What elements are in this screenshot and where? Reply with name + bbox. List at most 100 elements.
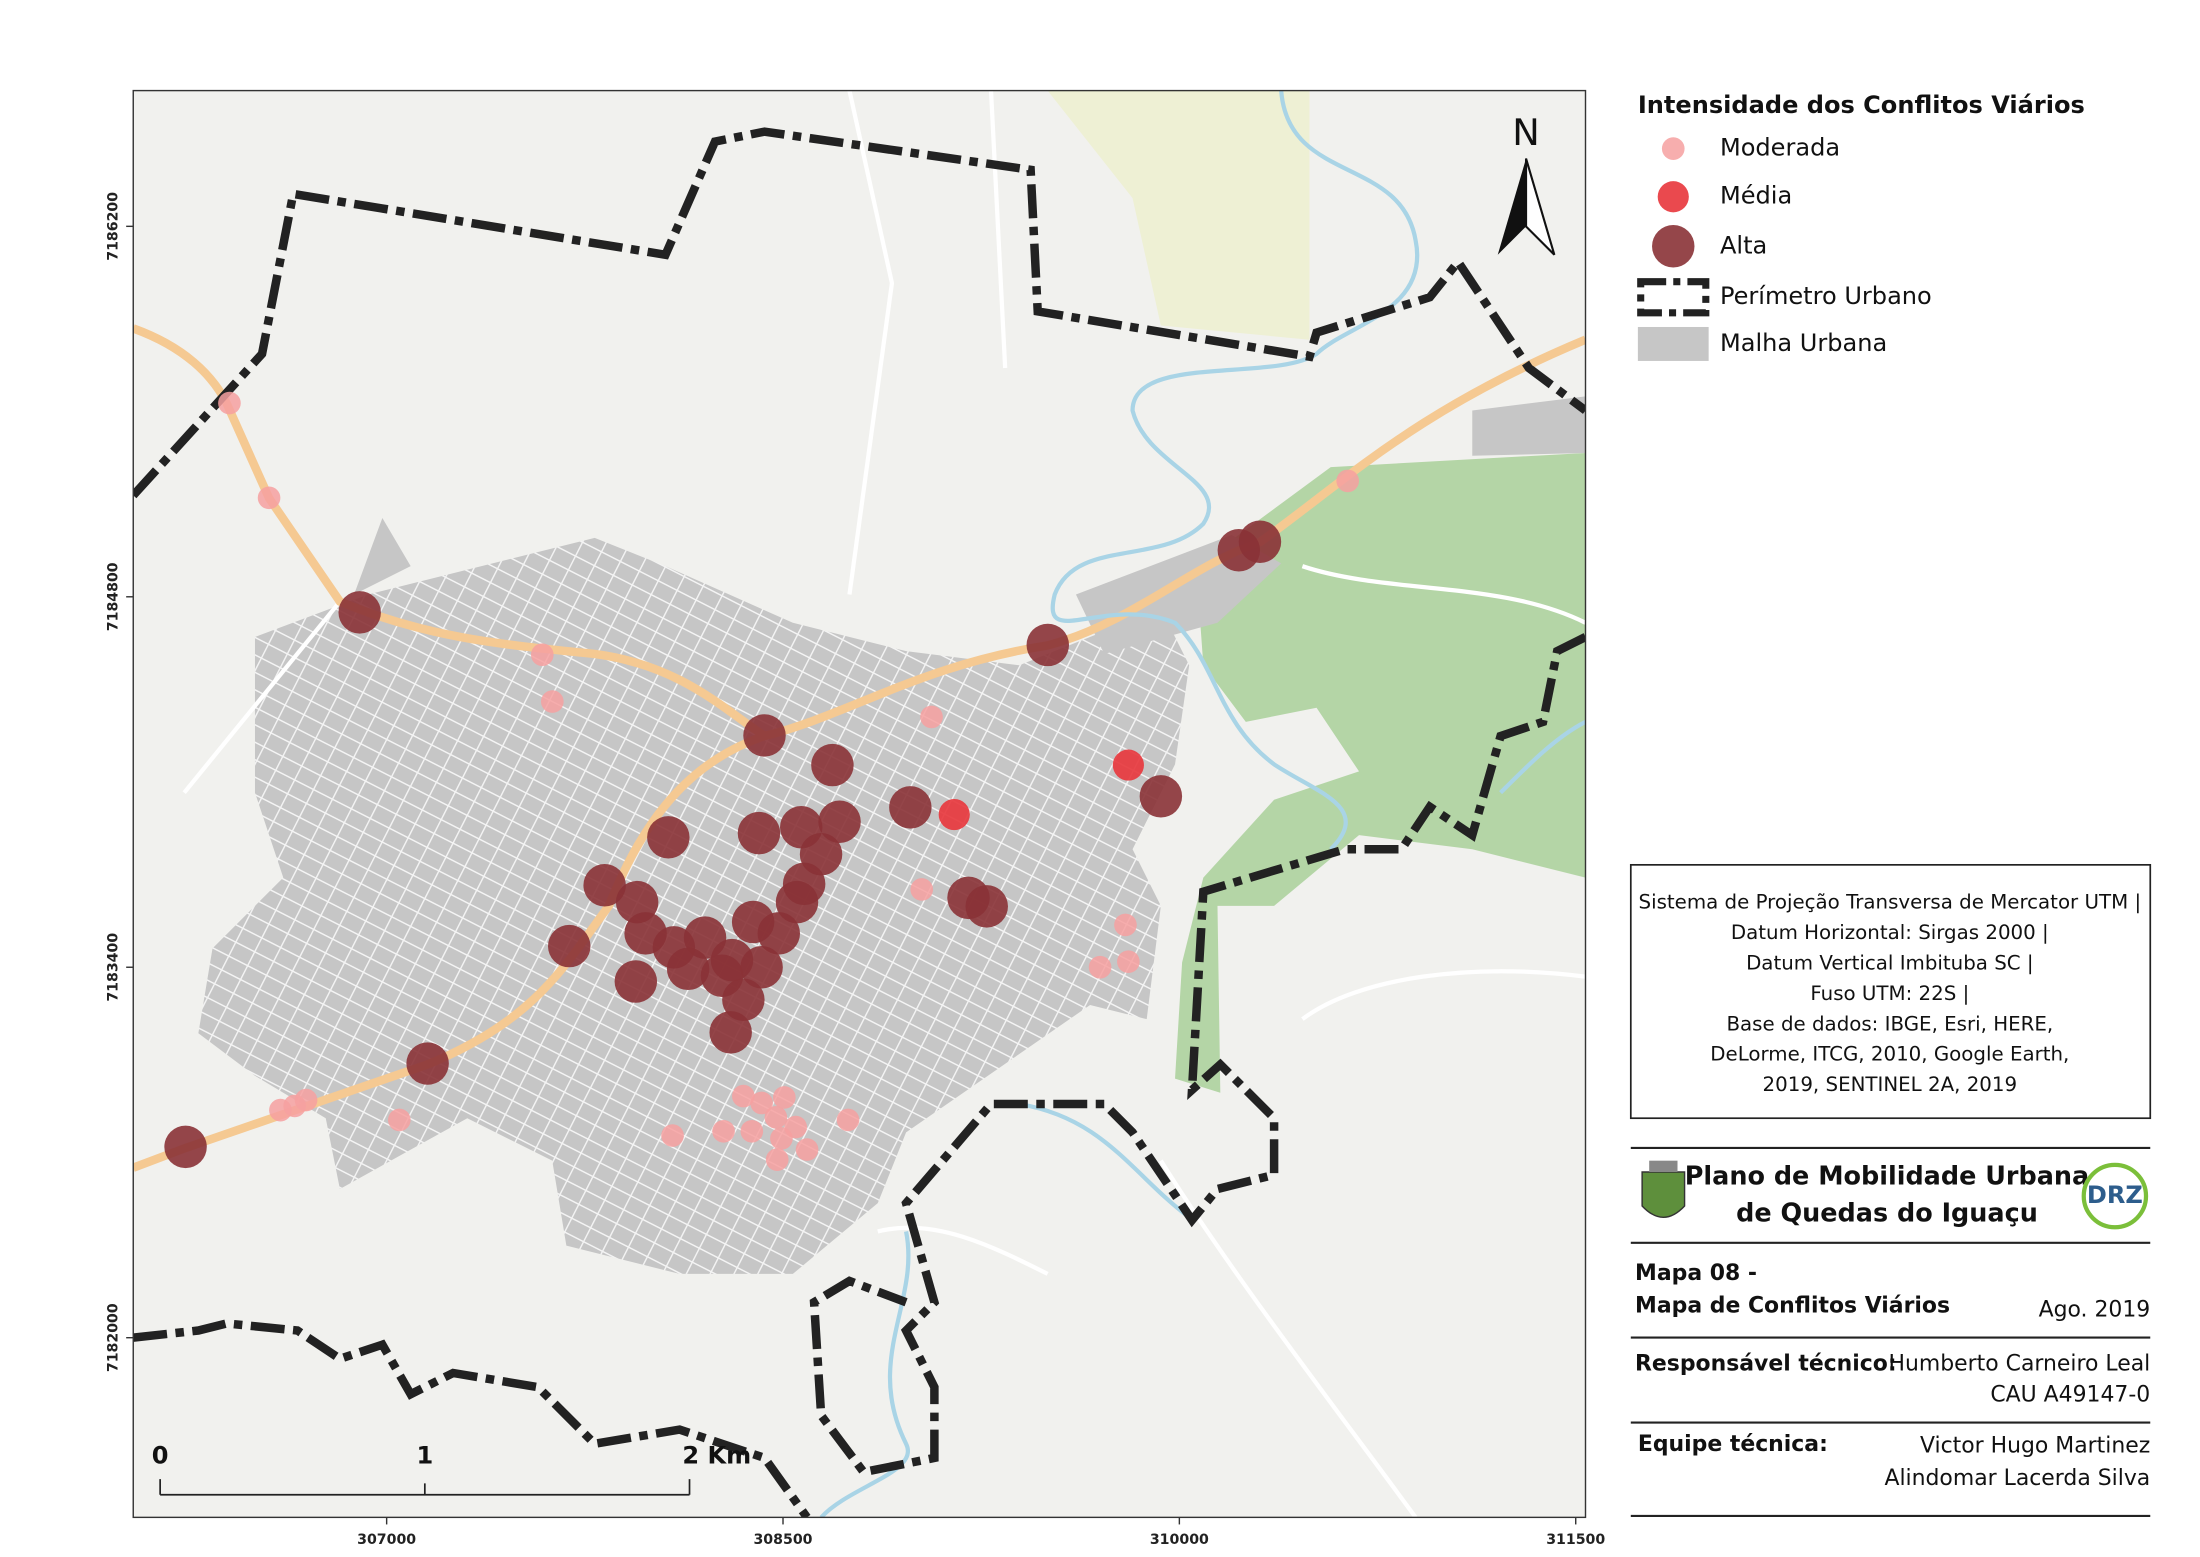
y-tick-label: 7182000 bbox=[105, 1303, 121, 1372]
conflict-point bbox=[666, 947, 710, 991]
municipal-logo bbox=[1641, 1160, 1686, 1218]
x-tick-label: 310000 bbox=[1150, 1532, 1209, 1548]
conflict-point bbox=[388, 1108, 411, 1132]
conflict-point bbox=[737, 811, 781, 855]
x-tick-label: 307000 bbox=[357, 1532, 416, 1548]
conflict-point bbox=[338, 591, 381, 634]
conflict-point bbox=[743, 714, 786, 757]
title: de Quedas do Iguaçu bbox=[1736, 1198, 2038, 1228]
conflict-point bbox=[712, 1119, 735, 1143]
conflict-point bbox=[722, 978, 765, 1022]
conflict-point bbox=[1139, 775, 1183, 818]
conflict-point bbox=[1112, 749, 1144, 781]
projection-line: Sistema de Projeção Transversa de Mercat… bbox=[1639, 891, 2142, 914]
scale-label: 0 bbox=[152, 1442, 169, 1470]
conflict-point bbox=[773, 1086, 796, 1109]
team-member: Victor Hugo Martinez bbox=[1920, 1434, 2150, 1459]
legend-label: Alta bbox=[1720, 231, 1767, 259]
forest bbox=[1175, 452, 1586, 1093]
projection-box bbox=[1629, 863, 2152, 1120]
legend-symbol bbox=[1657, 181, 1689, 213]
field bbox=[1047, 90, 1310, 340]
logo-shield bbox=[1641, 1171, 1686, 1218]
map-name: Mapa de Conflitos Viários bbox=[1635, 1293, 1950, 1318]
conflict-point bbox=[811, 743, 854, 787]
north-arrow bbox=[1497, 158, 1527, 255]
conflict-point bbox=[709, 1011, 752, 1054]
conflict-point bbox=[836, 1108, 860, 1132]
north-label: N bbox=[1512, 111, 1540, 154]
legend-label: Malha Urbana bbox=[1720, 329, 1887, 357]
y-tick-label: 7186200 bbox=[105, 192, 121, 261]
projection-line: Datum Horizontal: Sirgas 2000 | bbox=[1731, 921, 2049, 944]
projection-line: DeLorme, ITCG, 2010, Google Earth, bbox=[1710, 1043, 2069, 1066]
drz-logo-text: DRZ bbox=[2087, 1181, 2143, 1209]
conflict-point bbox=[770, 1127, 793, 1150]
conflict-point bbox=[818, 800, 861, 843]
conflict-point bbox=[750, 1091, 773, 1115]
conflict-point bbox=[218, 391, 241, 415]
conflict-point bbox=[583, 863, 626, 907]
conflict-point bbox=[732, 1084, 755, 1108]
projection-line: Datum Vertical Imbituba SC | bbox=[1746, 951, 2034, 974]
projection-text: Sistema de Projeção Transversa de Mercat… bbox=[1639, 891, 2142, 1097]
projection-line: 2019, SENTINEL 2A, 2019 bbox=[1763, 1073, 2018, 1096]
conflict-point bbox=[965, 885, 1008, 928]
conflict-point bbox=[757, 912, 801, 955]
team-member: Alindomar Lacerda Silva bbox=[1884, 1466, 2150, 1491]
projection-line: Fuso UTM: 22S | bbox=[1810, 982, 1969, 1005]
conflict-point bbox=[661, 1124, 684, 1147]
title: Plano de Mobilidade Urbana bbox=[1685, 1162, 2089, 1192]
conflict-point bbox=[920, 705, 943, 729]
y-tick-label: 7184800 bbox=[105, 562, 121, 631]
responsible-id: CAU A49147-0 bbox=[1990, 1383, 2150, 1408]
map-number: Mapa 08 - bbox=[1635, 1261, 1757, 1286]
logo-crown bbox=[1649, 1160, 1678, 1172]
x-tick-label: 308500 bbox=[753, 1532, 812, 1548]
projection-line: Base de dados: IBGE, Esri, HERE, bbox=[1726, 1012, 2053, 1035]
date: Ago. 2019 bbox=[2039, 1298, 2151, 1323]
legend-title: Intensidade dos Conflitos Viários bbox=[1638, 91, 2085, 119]
scale-label: 2 Km bbox=[682, 1442, 751, 1470]
team-label: Equipe técnica: bbox=[1638, 1432, 1828, 1457]
conflict-point bbox=[1114, 913, 1137, 937]
conflict-point bbox=[164, 1125, 207, 1169]
conflict-point bbox=[775, 880, 819, 924]
conflict-point bbox=[795, 1138, 819, 1161]
x-tick-label: 311500 bbox=[1546, 1532, 1605, 1548]
conflict-point bbox=[1117, 950, 1140, 974]
conflict-point bbox=[740, 1119, 764, 1143]
legend-symbol bbox=[1652, 225, 1695, 268]
conflict-point bbox=[1088, 955, 1112, 979]
responsible-name: Humberto Carneiro Leal bbox=[1889, 1351, 2151, 1376]
conflict-point bbox=[740, 946, 783, 989]
conflict-point bbox=[910, 878, 934, 901]
road bbox=[182, 90, 1586, 1518]
conflict-point bbox=[614, 960, 658, 1003]
conflict-point bbox=[1238, 520, 1282, 563]
conflict-point bbox=[406, 1042, 449, 1085]
conflict-point bbox=[765, 1148, 789, 1171]
conflict-point bbox=[530, 643, 554, 667]
conflict-point bbox=[294, 1088, 318, 1112]
conflict-point bbox=[1336, 469, 1360, 493]
legend-label: Perímetro Urbano bbox=[1720, 282, 1932, 310]
conflict-point bbox=[889, 786, 932, 829]
legend-urban-symbol bbox=[1637, 326, 1709, 361]
drz-logo bbox=[2081, 1162, 2149, 1230]
conflict-point bbox=[257, 486, 281, 510]
legend-symbol bbox=[1661, 137, 1685, 160]
conflict-point bbox=[541, 690, 564, 713]
north-arrow bbox=[1524, 158, 1556, 256]
river bbox=[819, 90, 1586, 1518]
conflict-point bbox=[548, 924, 591, 968]
legend-label: Média bbox=[1720, 182, 1792, 210]
scale-label: 1 bbox=[416, 1442, 433, 1470]
conflict-point bbox=[938, 798, 970, 831]
urban-perimeter bbox=[133, 127, 1586, 1518]
map-area bbox=[133, 90, 1586, 1518]
scale-bar-ticks bbox=[159, 1479, 691, 1495]
conflict-point bbox=[1026, 623, 1070, 667]
legend-label: Moderada bbox=[1720, 134, 1840, 162]
